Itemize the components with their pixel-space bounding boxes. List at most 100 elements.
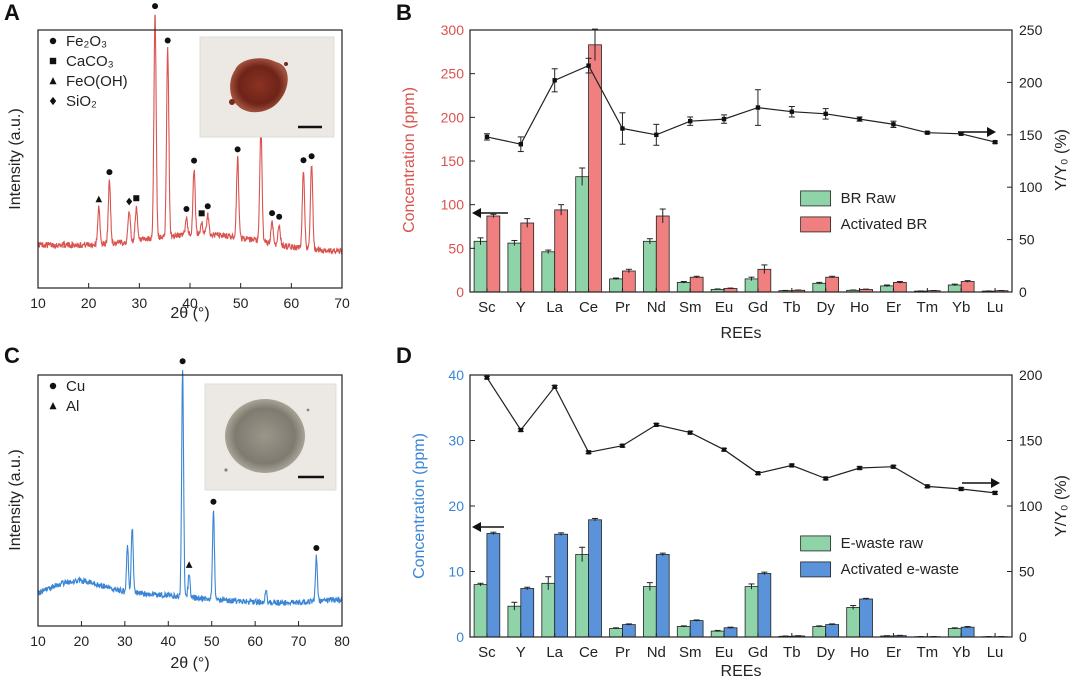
- D-bar-e-waste-raw-Gd: [744, 586, 759, 638]
- D-x-category-label: Ho: [850, 644, 869, 661]
- B-bar-br-raw-Dy: [812, 282, 827, 293]
- D-ratio-point-La: [552, 384, 557, 389]
- D-bar-activated-e-waste-Dy: [825, 624, 840, 638]
- panel-b-arrow-left: [472, 208, 508, 218]
- D-ratio-point-Lu: [992, 490, 998, 496]
- B-ratio-point-Tb: [789, 109, 795, 114]
- D-bar-activated-e-waste-La: [554, 533, 569, 638]
- A-x-tick-label: 30: [132, 295, 148, 311]
- C-legend-label-0: Cu: [66, 378, 85, 395]
- D-ratio-point-Y: [518, 427, 524, 433]
- B-bar-activated-br-Sc: [486, 215, 501, 293]
- C-peak-marker-2: [179, 358, 186, 365]
- D-bar-e-waste-raw-Nd: [643, 586, 657, 638]
- D-ratio-point-Er: [891, 464, 896, 469]
- D-x-category-label: Yb: [952, 644, 970, 661]
- A-peak-marker-14: [300, 157, 307, 164]
- C-x-tick-label: 70: [291, 633, 307, 649]
- A-peak-marker-0: [95, 195, 103, 203]
- panel-a-y-axis-label: Intensity (a.u.): [7, 108, 24, 209]
- D-x-category-label: Tb: [783, 644, 801, 661]
- B-ratio-point-Dy: [823, 111, 828, 117]
- B-y2-tick-label: 200: [1019, 74, 1043, 90]
- C-x-tick-label: 30: [117, 633, 133, 649]
- A-x-tick-label: 60: [284, 295, 300, 311]
- D-ratio-point-Ho: [857, 465, 862, 471]
- D-bar-e-waste-raw-Ho: [846, 607, 861, 638]
- B-bar-br-raw-Er: [880, 285, 894, 293]
- A-x-tick-label: 20: [81, 295, 97, 311]
- D-ratio-point-Sm: [687, 430, 693, 435]
- B-y-tick-label: 50: [448, 240, 464, 256]
- D-x-category-label: Nd: [647, 644, 666, 661]
- B-legend-swatch-0: [800, 190, 832, 207]
- B-ratio-line: [486, 64, 996, 145]
- A-legend-marker-3: [49, 96, 57, 106]
- A-x-tick-label: 40: [182, 295, 198, 311]
- panel-b-y2-axis-label: Y/Y₀ (%): [1053, 129, 1070, 191]
- D-x-category-label: Pr: [615, 644, 630, 661]
- panel-c-xrd-chart: C 10 20 30 40 50 60 70 80 2θ (°) Intensity (a.u…: [4, 343, 350, 672]
- D-ratio-point-Dy: [823, 476, 828, 481]
- C-peak-marker-4: [210, 498, 217, 505]
- B-bar-activated-br-Nd: [655, 215, 670, 293]
- panel-d-y-axis-label: Concentration (ppm): [411, 433, 428, 579]
- panel-a-xrd-chart: A 10 20 30 40 50 60 70 2θ (°) Intensity (a.u.)…: [4, 0, 350, 322]
- D-y2-tick-label: 150: [1019, 433, 1043, 449]
- D-x-category-label: Tm: [916, 644, 938, 661]
- D-x-category-label: Y: [516, 644, 526, 661]
- panel-c-x-axis-label: 2θ (°): [170, 655, 209, 672]
- panel-letter-b: B: [396, 0, 412, 25]
- C-x-tick-label: 20: [74, 633, 90, 649]
- D-x-category-label: Sm: [679, 644, 702, 661]
- B-y-tick-label: 250: [441, 66, 465, 82]
- B-bar-activated-br-La: [554, 209, 569, 293]
- B-x-category-label: Eu: [715, 299, 733, 316]
- A-legend-label-3: SiO₂: [66, 93, 97, 110]
- B-y2-tick-label: 150: [1019, 127, 1043, 143]
- B-ratio-point-Er: [891, 122, 896, 127]
- B-y-tick-label: 300: [441, 22, 465, 38]
- D-ratio-point-Eu: [721, 447, 727, 452]
- B-y-tick-label: 150: [441, 153, 465, 169]
- D-bar-activated-e-waste-Yb: [960, 626, 975, 638]
- D-bar-activated-e-waste-Ho: [859, 598, 873, 638]
- panel-d-arrow-left: [472, 522, 504, 532]
- D-bar-e-waste-raw-Yb: [947, 628, 962, 638]
- B-ratio-point-Ho: [857, 116, 862, 122]
- D-bar-e-waste-raw-Eu: [710, 630, 725, 638]
- D-x-category-label: Lu: [987, 644, 1004, 661]
- D-y-tick-label: 10: [448, 564, 464, 580]
- A-legend-label-0: Fe₂O₃: [66, 33, 107, 50]
- B-ratio-point-Gd: [755, 105, 761, 110]
- B-y2-tick-label: 100: [1019, 179, 1043, 195]
- A-peak-marker-2: [126, 197, 133, 206]
- B-bar-activated-br-Pr: [622, 270, 636, 293]
- panel-b-y-axis-label: Concentration (ppm): [401, 87, 418, 233]
- C-xrd-trace: [37, 370, 343, 607]
- B-bar-br-raw-Pr: [609, 278, 623, 293]
- D-bar-activated-e-waste-Ce: [588, 519, 602, 638]
- A-peak-marker-9: [204, 203, 211, 210]
- D-bar-e-waste-raw-La: [541, 582, 556, 638]
- B-ratio-point-Eu: [721, 116, 727, 122]
- D-ratio-point-Tb: [789, 463, 795, 468]
- A-peak-marker-7: [191, 157, 198, 164]
- D-bar-e-waste-raw-Ce: [575, 554, 590, 638]
- D-bar-activated-e-waste-Y: [520, 588, 535, 638]
- B-x-category-label: Nd: [647, 299, 666, 316]
- B-ratio-point-Sm: [687, 118, 693, 124]
- C-peak-marker-3: [185, 561, 193, 568]
- panel-c-inset-photo: [204, 383, 337, 491]
- D-ratio-point-Sc: [484, 375, 490, 380]
- C-x-tick-label: 80: [334, 633, 350, 649]
- D-y-tick-label: 40: [448, 367, 464, 383]
- B-bar-br-raw-Sm: [676, 281, 691, 293]
- D-y2-tick-label: 0: [1019, 629, 1027, 645]
- B-ratio-point-Nd: [654, 132, 659, 137]
- D-x-category-label: La: [546, 644, 563, 661]
- B-bar-activated-br-Dy: [825, 276, 840, 293]
- B-bar-br-raw-Gd: [744, 278, 759, 293]
- A-legend-marker-2: [49, 77, 57, 85]
